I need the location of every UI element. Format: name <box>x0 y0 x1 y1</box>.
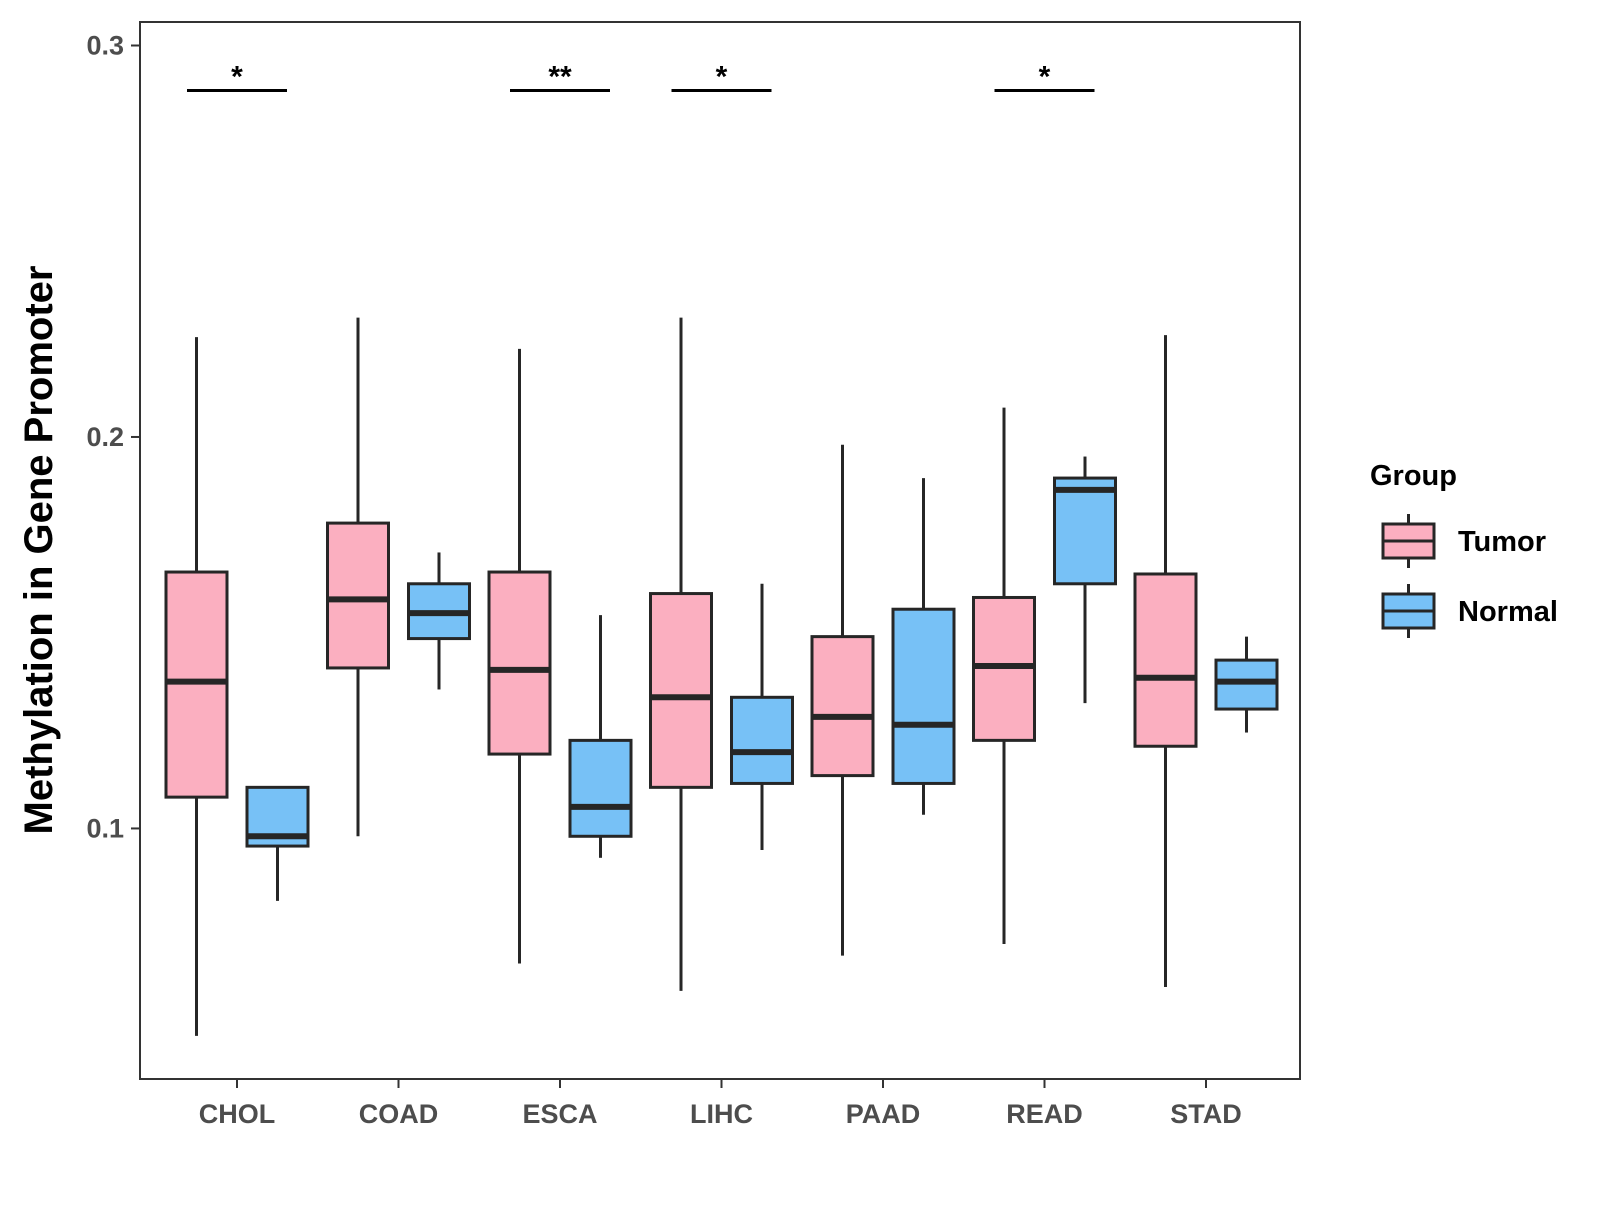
x-tick-label-read: READ <box>1006 1099 1083 1129</box>
box-normal-stad <box>1214 636 1279 733</box>
boxes-layer <box>164 317 1279 1036</box>
significance-esca: ** <box>510 61 610 94</box>
box-tumor-stad <box>1133 335 1198 988</box>
box-normal-chol <box>245 785 310 901</box>
legend-items: Tumor Normal <box>1381 514 1558 638</box>
legend-label-tumor: Tumor <box>1458 526 1546 558</box>
x-tick-label-chol: CHOL <box>199 1099 276 1129</box>
box-normal-coad <box>407 552 471 690</box>
significance-chol: * <box>187 61 287 94</box>
box-tumor-chol <box>164 337 229 1036</box>
box-tumor-esca <box>487 348 552 964</box>
box-iqr <box>326 521 390 670</box>
y-tick-label: 0.3 <box>86 30 124 60</box>
x-tick-label-esca: ESCA <box>522 1099 597 1129</box>
significance-label: * <box>231 61 243 94</box>
legend-label-normal: Normal <box>1458 596 1558 628</box>
x-tick-label-coad: COAD <box>359 1099 439 1129</box>
legend-item-tumor: Tumor <box>1381 514 1546 568</box>
box-iqr <box>568 738 633 838</box>
box-iqr <box>1053 476 1117 586</box>
legend: Group Tumor Normal <box>1370 460 1558 638</box>
legend-title: Group <box>1370 460 1457 492</box>
significance-read: * <box>994 61 1095 94</box>
significance-layer: * ** * * <box>187 61 1095 94</box>
legend-item-normal: Normal <box>1381 584 1558 638</box>
x-tick-label-stad: STAD <box>1170 1099 1242 1129</box>
plot-panel <box>139 21 1301 1080</box>
box-normal-paad <box>891 478 956 815</box>
x-tick-label-lihc: LIHC <box>690 1099 753 1129</box>
significance-label: * <box>716 61 728 94</box>
significance-label: * <box>1039 61 1051 94</box>
y-axis-title: Methylation in Gene Promoter <box>17 266 61 835</box>
y-axis: 0.1 0.2 0.3 <box>86 30 140 843</box>
box-normal-lihc <box>730 583 794 850</box>
box-iqr <box>649 592 713 789</box>
box-iqr <box>810 635 875 778</box>
box-iqr <box>730 695 794 785</box>
box-tumor-lihc <box>649 317 713 991</box>
box-iqr <box>891 607 956 785</box>
x-axis: CHOL COAD ESCA LIHC PAAD READ STAD <box>199 1079 1242 1129</box>
box-normal-esca <box>568 615 633 858</box>
box-iqr <box>1133 572 1198 748</box>
box-tumor-paad <box>810 444 875 956</box>
significance-label: ** <box>548 61 572 94</box>
box-tumor-read <box>972 407 1036 944</box>
box-iqr <box>487 570 552 756</box>
significance-lihc: * <box>671 61 772 94</box>
y-tick-label: 0.1 <box>86 813 124 843</box>
y-tick-label: 0.2 <box>86 422 124 452</box>
box-normal-read <box>1053 456 1117 704</box>
box-tumor-coad <box>326 317 390 837</box>
x-tick-label-paad: PAAD <box>846 1099 921 1129</box>
